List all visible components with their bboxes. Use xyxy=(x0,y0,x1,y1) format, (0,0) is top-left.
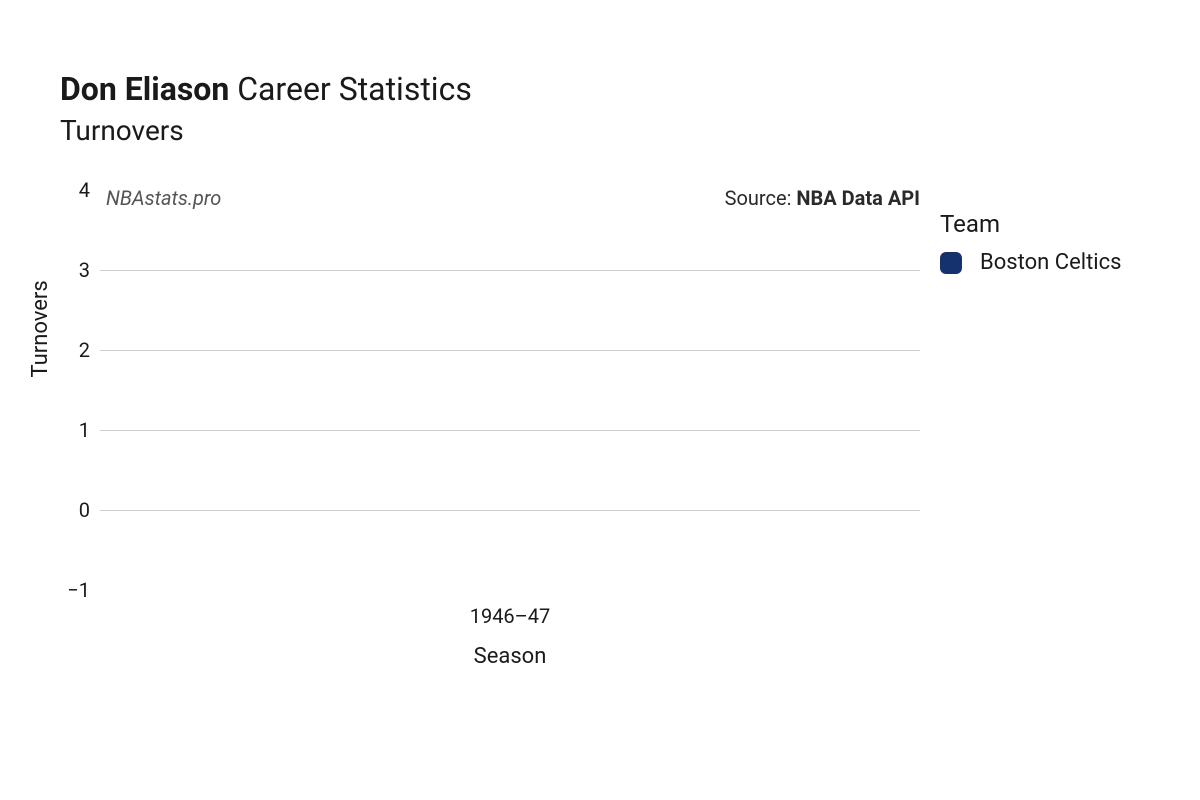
legend-item-label: Boston Celtics xyxy=(980,250,1122,275)
y-tick-label: 0 xyxy=(79,498,100,522)
career-stats-chart: Don Eliason Career Statistics Turnovers … xyxy=(0,0,1200,800)
y-tick-label: 3 xyxy=(79,258,100,282)
chart-title: Don Eliason Career Statistics xyxy=(60,70,472,108)
watermark-text: NBAstats.pro xyxy=(106,186,221,210)
source-name: NBA Data API xyxy=(796,186,920,210)
player-name: Don Eliason xyxy=(60,70,229,108)
x-axis-label: Season xyxy=(474,644,547,669)
y-tick-label: −1 xyxy=(67,578,100,602)
legend-title: Team xyxy=(940,210,1122,238)
gridline xyxy=(100,510,920,511)
legend-item: Boston Celtics xyxy=(940,250,1122,275)
chart-title-block: Don Eliason Career Statistics Turnovers xyxy=(60,70,472,147)
legend: Team Boston Celtics xyxy=(940,210,1122,275)
x-tick-label: 1946–47 xyxy=(470,590,551,628)
y-tick-label: 1 xyxy=(79,418,100,442)
chart-subtitle: Turnovers xyxy=(60,114,472,147)
y-axis-label: Turnovers xyxy=(28,280,53,377)
plot-area: NBAstats.pro Source: NBA Data API 1946–4… xyxy=(100,190,920,590)
source-prefix: Source: xyxy=(725,186,797,210)
source-attribution: Source: NBA Data API xyxy=(725,186,920,210)
gridline xyxy=(100,270,920,271)
y-tick-label: 2 xyxy=(79,338,100,362)
gridline xyxy=(100,430,920,431)
legend-swatch-icon xyxy=(940,252,962,274)
gridline xyxy=(100,350,920,351)
y-tick-label: 4 xyxy=(79,178,100,202)
title-suffix: Career Statistics xyxy=(237,70,472,108)
